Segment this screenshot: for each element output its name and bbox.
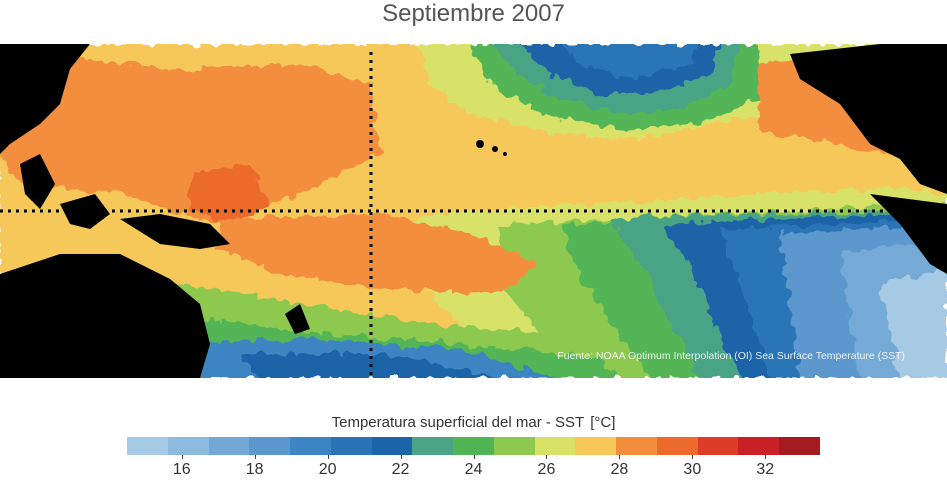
colorbar-swatch xyxy=(738,437,780,455)
colorbar-tick xyxy=(181,455,183,459)
colorbar-swatch xyxy=(575,437,617,455)
colorbar-swatch xyxy=(290,437,331,455)
colorbar-tick-label: 18 xyxy=(245,461,264,478)
colorbar-tick-label: 16 xyxy=(172,461,191,478)
source-note: Fuente: NOAA Optimum Interpolation (OI) … xyxy=(557,350,905,362)
colorbar-tick xyxy=(473,455,475,459)
colorbar-tick xyxy=(692,455,694,459)
colorbar-tick-label: 32 xyxy=(756,461,775,478)
colorbar-tick xyxy=(619,455,621,459)
sst-field xyxy=(0,44,947,378)
colorbar-tick-label: 26 xyxy=(537,461,556,478)
chart-title: Septiembre 2007 xyxy=(382,0,565,27)
colorbar-title-text: Temperatura superficial del mar - SST xyxy=(331,414,585,431)
colorbar-swatch xyxy=(697,437,739,455)
colorbar-tick xyxy=(400,455,402,459)
colorbar-tick xyxy=(765,455,767,459)
colorbar-swatch xyxy=(330,437,372,455)
colorbar-tick-label: 22 xyxy=(391,461,410,478)
colorbar-swatch xyxy=(534,437,576,455)
colorbar-swatch xyxy=(453,437,494,455)
colorbar-swatch xyxy=(412,437,454,455)
colorbar-swatch xyxy=(493,437,535,455)
colorbar-unit: [°C] xyxy=(590,414,616,431)
colorbar-swatch xyxy=(208,437,250,455)
colorbar-swatch xyxy=(656,437,698,455)
colorbar-swatch xyxy=(371,437,413,455)
colorbar-swatch xyxy=(167,437,209,455)
colorbar-title: Temperatura superficial del mar - SST [°C… xyxy=(0,414,947,431)
colorbar-tick-label: 20 xyxy=(318,461,337,478)
colorbar-tick-label: 28 xyxy=(610,461,629,478)
colorbar-tick-label: 30 xyxy=(683,461,702,478)
colorbar-swatch xyxy=(779,437,821,455)
colorbar-tick xyxy=(254,455,256,459)
colorbar-tick xyxy=(546,455,548,459)
colorbar-tick-label: 24 xyxy=(464,461,483,478)
landmasses xyxy=(0,44,947,378)
colorbar-swatch xyxy=(249,437,291,455)
colorbar xyxy=(127,437,821,455)
colorbar-ticks: 16 18 20 22 24 26 28 30 32 xyxy=(127,455,820,480)
sst-map xyxy=(0,44,947,378)
colorbar-swatch xyxy=(127,437,168,455)
colorbar-swatch xyxy=(616,437,657,455)
colorbar-tick xyxy=(327,455,329,459)
